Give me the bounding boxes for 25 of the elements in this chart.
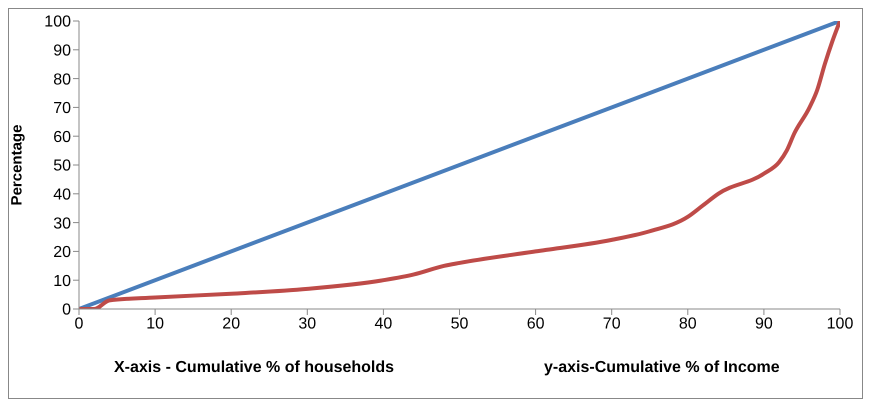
y-axis-title: Percentage (8, 124, 26, 206)
x-tick-label: 10 (146, 315, 164, 332)
y-tick-label: 50 (53, 158, 72, 175)
x-tick-label: 90 (755, 315, 773, 332)
x-tick-label: 80 (678, 315, 697, 332)
y-tick-label: 30 (53, 215, 72, 232)
x-axis-title: X-axis - Cumulative % of households (114, 359, 394, 377)
text: y-axis-Cumulative % of Income (544, 359, 780, 377)
x-tick-label: 40 (374, 315, 392, 332)
x-tick-label: 60 (526, 315, 545, 332)
y-tick-label: 0 (62, 302, 72, 319)
x-tick-label: 30 (298, 315, 316, 332)
x-tick-label: 50 (450, 315, 468, 332)
y-tick-label: 80 (53, 71, 72, 88)
x-tick-label: 70 (602, 315, 621, 332)
y-tick-label: 60 (53, 128, 72, 146)
y-tick-label: 90 (53, 42, 72, 60)
y-tick-label: 40 (53, 186, 72, 204)
y-tick-label: 20 (53, 244, 72, 262)
y-tick-label: 100 (44, 14, 72, 31)
x-tick-label: 20 (222, 315, 240, 332)
x-tick-label: 0 (74, 315, 84, 332)
y-tick-label: 10 (53, 272, 72, 290)
x-tick-label: 100 (826, 315, 854, 332)
y-tick-label: 70 (53, 100, 72, 118)
